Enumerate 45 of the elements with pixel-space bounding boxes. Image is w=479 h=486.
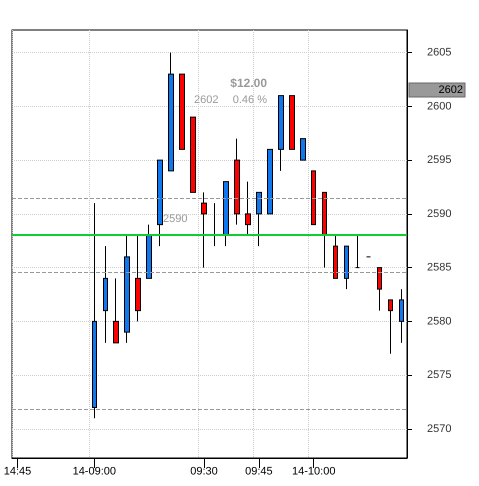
candlestick <box>92 202 97 419</box>
candlestick <box>201 192 207 268</box>
candlestick <box>103 246 108 344</box>
candlestick <box>300 138 306 161</box>
annotation: $12.00 <box>230 76 268 90</box>
candlestick <box>377 267 382 312</box>
candlestick <box>355 234 360 268</box>
y-tick-label: 2580 <box>427 315 452 328</box>
x-tick-label: 09:45 <box>245 466 273 478</box>
candlestick <box>168 52 174 172</box>
text: 2602 <box>438 84 463 96</box>
candlestick <box>289 95 295 150</box>
candlestick <box>333 234 338 279</box>
candlestick <box>179 74 185 150</box>
y-tick-label: 2585 <box>427 262 452 274</box>
candlestick <box>267 148 273 214</box>
y-tick-label: 2575 <box>427 369 452 382</box>
candlestick <box>234 138 240 226</box>
y-tick-label: 2595 <box>427 154 452 166</box>
x-tick-label: 14-09:00 <box>72 466 116 478</box>
candlestick <box>146 224 152 279</box>
annotation: 2602 <box>194 94 218 106</box>
annotation: 0.46 % <box>232 94 268 106</box>
candlestick <box>245 181 251 236</box>
candlestick <box>223 181 229 247</box>
candlestick <box>256 192 262 247</box>
x-tick-label: 14-10:00 <box>292 466 336 478</box>
candlestick <box>278 95 284 172</box>
x-tick-label: 14:45 <box>4 466 32 478</box>
candlestick <box>124 234 130 344</box>
candlestick <box>399 288 404 344</box>
candlestick <box>322 192 327 268</box>
candlestick <box>311 170 316 226</box>
candlestick <box>135 234 141 322</box>
y-tick-label: 2605 <box>427 46 452 59</box>
y-tick-label: 2570 <box>427 422 452 435</box>
candlestick <box>388 299 393 354</box>
x-tick-label: 09:30 <box>190 466 218 478</box>
candlestick <box>344 246 349 290</box>
annotation: 2590 <box>163 213 188 225</box>
candlestick <box>113 278 119 344</box>
candlestick <box>157 160 163 247</box>
y-tick-label: 2590 <box>427 208 452 220</box>
candlestick <box>190 116 196 193</box>
y-tick-label: 2600 <box>427 100 452 112</box>
